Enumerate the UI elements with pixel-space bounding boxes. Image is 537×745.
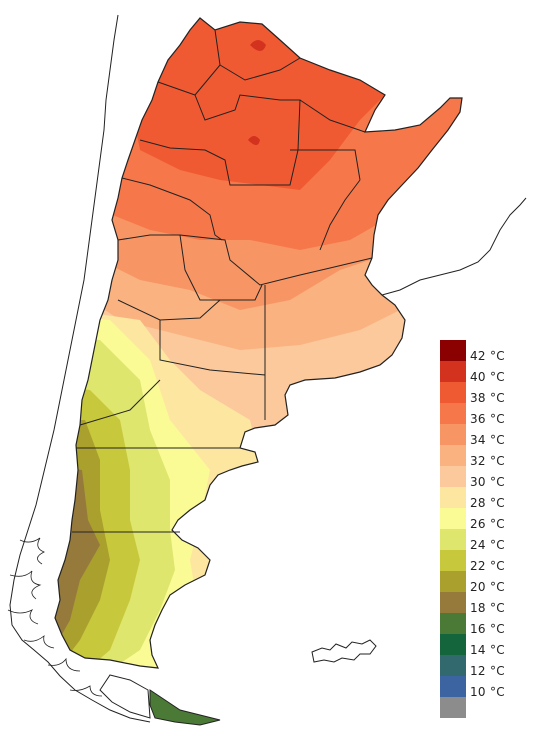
legend-swatch [440, 361, 466, 382]
legend-row: 24 °C [440, 529, 535, 552]
legend-swatch [440, 382, 466, 403]
legend-swatch [440, 571, 466, 592]
legend-label: 38 °C [470, 391, 505, 405]
legend-row: 38 °C [440, 382, 535, 405]
temperature-legend: 42 °C 40 °C 38 °C 36 °C 34 °C 32 °C 30 °C 28 °C… [440, 340, 535, 718]
legend-swatch [440, 529, 466, 550]
legend-label: 34 °C [470, 433, 505, 447]
legend-swatch [440, 424, 466, 445]
tierra-del-fuego [149, 689, 221, 726]
legend-label: 28 °C [470, 496, 505, 510]
legend-swatch [440, 613, 466, 634]
legend-row: 42 °C [440, 340, 535, 363]
legend-swatch [440, 508, 466, 529]
legend-swatch [440, 550, 466, 571]
legend-row: 22 °C [440, 550, 535, 573]
legend-row: 20 °C [440, 571, 535, 594]
chile-coastline [9, 14, 151, 723]
tierra-del-fuego-chile [99, 674, 151, 719]
legend-swatch [440, 697, 466, 718]
malvinas-islands [311, 639, 377, 663]
legend-row: 28 °C [440, 487, 535, 510]
legend-row: 34 °C [440, 424, 535, 447]
band-40a [248, 136, 260, 145]
legend-row: 14 °C [440, 634, 535, 657]
legend-label: 32 °C [470, 454, 505, 468]
legend-label: 24 °C [470, 538, 505, 552]
legend-row: 26 °C [440, 508, 535, 531]
province-borders [72, 29, 373, 533]
legend-label: 30 °C [470, 475, 505, 489]
legend-swatch [440, 487, 466, 508]
legend-label: 12 °C [470, 664, 505, 678]
band-20 [55, 420, 110, 668]
legend-swatch [440, 655, 466, 676]
legend-label: 42 °C [470, 349, 505, 363]
legend-label: 18 °C [470, 601, 505, 615]
legend-label: 16 °C [470, 622, 505, 636]
legend-swatch [440, 466, 466, 487]
legend-swatch [440, 634, 466, 655]
legend-row: 18 °C [440, 592, 535, 615]
legend-row: 10 °C [440, 676, 535, 699]
legend-swatch [440, 403, 466, 424]
band-18 [55, 460, 100, 668]
legend-label: 20 °C [470, 580, 505, 594]
legend-row: 30 °C [440, 466, 535, 489]
legend-row: 16 °C [440, 613, 535, 636]
legend-label: 36 °C [470, 412, 505, 426]
legend-label: 22 °C [470, 559, 505, 573]
legend-swatch [440, 592, 466, 613]
legend-label: 40 °C [470, 370, 505, 384]
legend-row: 12 °C [440, 655, 535, 678]
legend-row: 32 °C [440, 445, 535, 468]
legend-swatch [440, 676, 466, 697]
legend-row: 40 °C [440, 361, 535, 384]
legend-row: 36 °C [440, 403, 535, 426]
band-40b [250, 40, 266, 51]
chile-fjords [7, 537, 103, 697]
legend-swatch [440, 340, 466, 361]
legend-row [440, 697, 535, 718]
legend-label: 26 °C [470, 517, 505, 531]
uruguay-coast [381, 197, 527, 296]
legend-label: 10 °C [470, 685, 505, 699]
legend-label: 14 °C [470, 643, 505, 657]
legend-swatch [440, 445, 466, 466]
